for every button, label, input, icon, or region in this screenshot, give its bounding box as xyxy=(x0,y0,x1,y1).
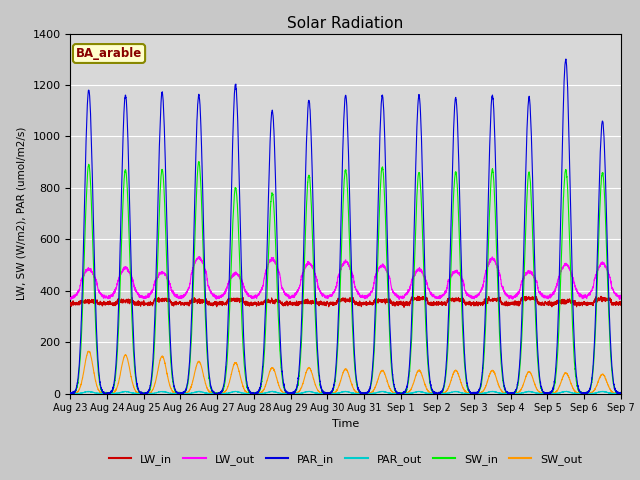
SW_out xyxy=(616,391,624,396)
SW_in xyxy=(166,334,173,339)
Line: LW_in: LW_in xyxy=(70,296,621,307)
PAR_in xyxy=(469,391,477,396)
PAR_in xyxy=(67,391,74,396)
LW_in xyxy=(439,302,447,308)
PAR_in xyxy=(616,391,624,396)
PAR_out xyxy=(269,388,276,394)
SW_in xyxy=(500,385,508,391)
LW_out xyxy=(500,288,508,294)
SW_in xyxy=(439,388,447,394)
SW_in xyxy=(617,390,625,396)
SW_out xyxy=(617,391,625,396)
Line: SW_out: SW_out xyxy=(70,351,621,394)
LW_out xyxy=(616,297,623,302)
SW_in xyxy=(616,391,624,396)
SW_in xyxy=(325,390,333,396)
SW_out xyxy=(166,382,173,388)
PAR_out xyxy=(439,391,447,396)
SW_in xyxy=(469,391,477,396)
LW_in xyxy=(325,303,333,309)
PAR_out xyxy=(67,391,74,396)
SW_in xyxy=(195,159,203,165)
LW_in xyxy=(400,304,408,310)
SW_out xyxy=(325,391,333,396)
SW_out xyxy=(85,348,93,354)
PAR_in xyxy=(166,310,173,316)
LW_out xyxy=(617,294,625,300)
PAR_out xyxy=(325,391,333,396)
Legend: LW_in, LW_out, PAR_in, PAR_out, SW_in, SW_out: LW_in, LW_out, PAR_in, PAR_out, SW_in, S… xyxy=(105,450,586,469)
SW_in xyxy=(68,391,76,396)
Line: PAR_out: PAR_out xyxy=(70,391,621,394)
PAR_out xyxy=(616,391,624,396)
X-axis label: Time: Time xyxy=(332,419,359,429)
SW_out xyxy=(67,391,74,396)
PAR_out xyxy=(617,391,625,396)
PAR_in xyxy=(500,382,508,388)
LW_in xyxy=(469,300,477,306)
PAR_in xyxy=(617,390,625,396)
LW_out xyxy=(469,294,477,300)
PAR_out xyxy=(469,390,477,396)
LW_out xyxy=(67,295,74,301)
Line: LW_out: LW_out xyxy=(70,256,621,300)
SW_out xyxy=(500,390,508,396)
LW_in xyxy=(67,301,74,307)
SW_out xyxy=(439,391,447,396)
LW_out xyxy=(438,293,446,299)
PAR_out xyxy=(500,391,508,396)
Line: PAR_in: PAR_in xyxy=(70,59,621,394)
Y-axis label: LW, SW (W/m2), PAR (umol/m2/s): LW, SW (W/m2), PAR (umol/m2/s) xyxy=(17,127,27,300)
LW_in xyxy=(166,296,173,302)
LW_out xyxy=(616,292,624,298)
Text: BA_arable: BA_arable xyxy=(76,47,142,60)
LW_in xyxy=(617,302,625,308)
LW_out xyxy=(325,293,333,299)
Title: Solar Radiation: Solar Radiation xyxy=(287,16,404,31)
SW_in xyxy=(67,390,74,396)
PAR_out xyxy=(67,391,74,396)
PAR_in xyxy=(562,56,570,62)
SW_out xyxy=(67,391,74,396)
PAR_out xyxy=(166,390,173,396)
Line: SW_in: SW_in xyxy=(70,162,621,394)
LW_in xyxy=(414,293,422,299)
LW_in xyxy=(500,300,508,306)
LW_in xyxy=(616,299,624,305)
SW_out xyxy=(469,391,477,396)
LW_out xyxy=(196,253,204,259)
PAR_in xyxy=(325,390,333,396)
PAR_in xyxy=(438,387,446,393)
LW_out xyxy=(166,279,173,285)
